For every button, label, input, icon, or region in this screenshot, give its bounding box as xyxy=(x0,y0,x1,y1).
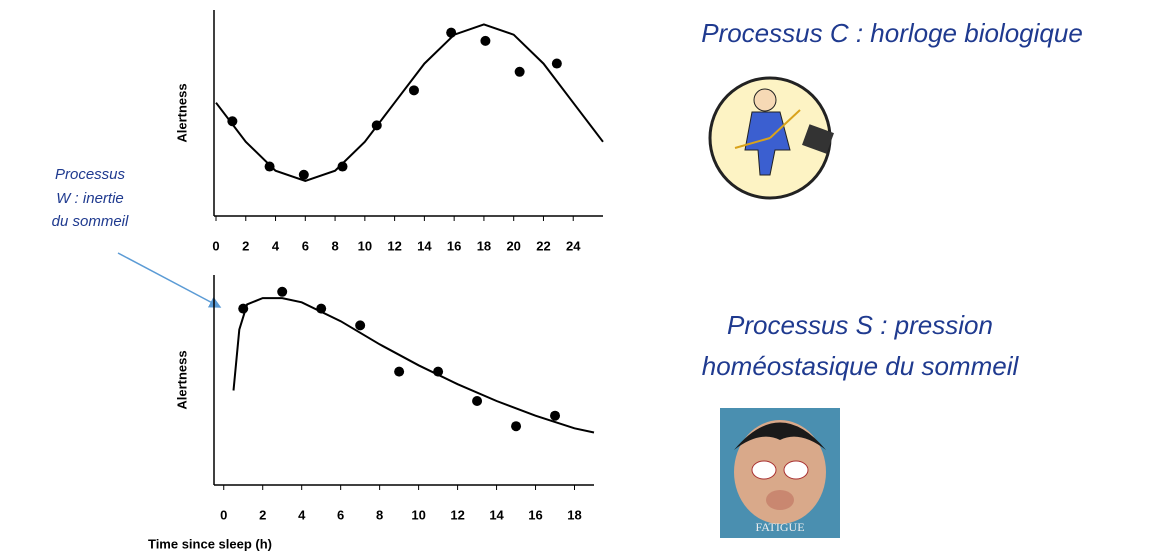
data-point xyxy=(227,116,238,127)
process-s-caption: Processus S : pression xyxy=(727,310,993,340)
clock-image xyxy=(708,76,834,200)
data-point xyxy=(480,35,491,46)
data-point xyxy=(277,286,288,297)
data-point xyxy=(472,396,483,406)
data-point xyxy=(394,366,405,377)
x-axis-label: Time since sleep (h) xyxy=(148,536,272,551)
x-tick-label: 12 xyxy=(387,238,401,253)
process-w-annotation: Processus xyxy=(55,166,126,183)
fatigue-image: FATIGUE xyxy=(720,408,840,538)
data-point xyxy=(355,320,366,331)
x-tick-label: 6 xyxy=(302,238,309,253)
x-tick-label: 14 xyxy=(417,238,432,253)
process-s-caption: homéostasique du sommeil xyxy=(702,351,1020,381)
data-point xyxy=(337,161,348,172)
x-tick-label: 24 xyxy=(566,238,581,253)
x-tick-label: 14 xyxy=(489,507,504,522)
x-tick-label: 0 xyxy=(212,238,219,253)
arrow xyxy=(117,252,222,308)
y-axis-label: Alertness xyxy=(174,83,189,142)
x-tick-label: 10 xyxy=(411,507,425,522)
data-point xyxy=(264,161,275,172)
data-point xyxy=(551,58,562,69)
x-tick-label: 6 xyxy=(337,507,344,522)
y-axis-label: Alertness xyxy=(174,350,189,409)
x-tick-label: 8 xyxy=(331,238,338,253)
x-tick-label: 4 xyxy=(298,507,306,522)
x-tick-label: 0 xyxy=(220,507,227,522)
x-tick-label: 12 xyxy=(450,507,464,522)
x-tick-label: 8 xyxy=(376,507,383,522)
x-tick-label: 2 xyxy=(259,507,266,522)
data-point xyxy=(514,66,525,77)
process-w-annotation: W : inertie xyxy=(56,190,124,207)
fit-curve xyxy=(215,23,604,183)
x-tick-label: 2 xyxy=(242,238,249,253)
x-tick-label: 10 xyxy=(358,238,372,253)
x-tick-label: 18 xyxy=(567,507,581,522)
x-tick-label: 4 xyxy=(272,238,280,253)
image-text: FATIGUE xyxy=(755,520,804,534)
data-point xyxy=(298,169,309,180)
data-point xyxy=(408,85,419,96)
x-tick-label: 16 xyxy=(528,507,542,522)
process-w-annotation: du sommeil xyxy=(52,213,129,230)
data-point xyxy=(446,27,457,38)
x-tick-label: 18 xyxy=(477,238,491,253)
process-c-caption: Processus C : horloge biologique xyxy=(701,18,1083,48)
data-point xyxy=(511,421,522,432)
fit-curve xyxy=(232,297,595,434)
x-tick-label: 16 xyxy=(447,238,461,253)
data-point xyxy=(550,410,561,421)
x-tick-label: 22 xyxy=(536,238,550,253)
x-tick-label: 20 xyxy=(506,238,520,253)
